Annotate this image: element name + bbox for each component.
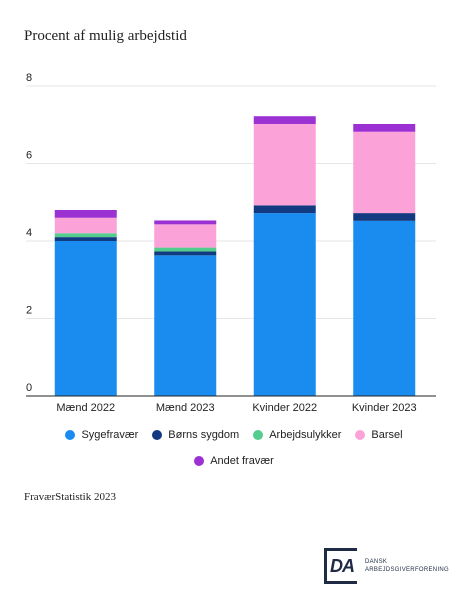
bar-segment-barsel [353,131,416,214]
bar-segment-børns-sygdom [353,213,416,221]
legend-swatch [194,456,205,466]
bar-segment-andet-fravær [154,220,217,225]
x-tick-label: Kvinder 2023 [352,402,417,414]
bar-segment-barsel [253,123,316,206]
bar-segment-børns-sygdom [253,205,316,214]
legend-label: Sygefravær [81,429,139,441]
chart-title: Procent af mulig arbejdstid [24,28,187,44]
x-tick-label: Mænd 2022 [56,402,115,414]
bar-segment-børns-sygdom [54,237,117,241]
bar-segment-sygefravær [54,241,117,396]
legend-item: Barsel [355,428,403,442]
logo-line-1: DANSK [365,559,388,565]
source-note: FraværStatistik 2023 [24,491,116,503]
legend-swatch [253,430,264,440]
legend-label: Arbejdsulykker [269,429,342,441]
x-tick-label: Kvinder 2022 [252,402,317,414]
logo-line-2: ARBEJDSGIVERFORENING [365,567,450,573]
bar-segment-andet-fravær [353,123,416,132]
legend-label: Børns sygdom [168,429,240,441]
y-tick-label: 0 [26,382,32,394]
bar-segment-andet-fravær [54,210,117,218]
organisation-logo: DA DANSK ARBEJDSGIVERFORENING [324,548,449,584]
legend-label: Andet fravær [210,455,274,467]
legend-item: Sygefravær [65,428,138,442]
legend-item: Børns sygdom [152,428,239,442]
bar-segment-barsel [54,217,117,234]
chart-legend: Sygefravær Børns sygdom Arbejdsulykker Bars… [0,428,468,468]
bar-segment-børns-sygdom [154,251,217,256]
legend-label: Barsel [371,429,403,441]
legend-item: Arbejdsulykker [253,428,341,442]
bar-segment-sygefravær [353,220,416,396]
logo-mark: DA [330,555,355,576]
bar-segment-arbejdsulykker [154,247,217,252]
logo-wordmark: DANSK ARBEJDSGIVERFORENING [365,558,449,574]
stacked-bar-chart: 0 2 4 6 8 Mænd 2022 Mænd 2023 Kvinder 2022 Kvind… [26,72,436,414]
y-tick-label: 8 [26,72,32,84]
bar-segment-andet-fravær [253,116,316,124]
legend-swatch [65,430,76,440]
legend-swatch [355,430,366,440]
bar-segment-sygefravær [253,213,316,396]
bar-segment-barsel [154,224,217,248]
legend-swatch [152,430,163,440]
bar-segment-arbejdsulykker [54,233,117,238]
logo-mark-box: DA [324,548,357,584]
bar-segment-sygefravær [154,255,217,396]
x-tick-label: Mænd 2023 [156,402,215,414]
y-tick-label: 6 [26,150,32,162]
y-tick-label: 4 [26,227,32,239]
legend-item: Andet fravær [194,454,274,468]
y-tick-label: 2 [26,305,32,317]
